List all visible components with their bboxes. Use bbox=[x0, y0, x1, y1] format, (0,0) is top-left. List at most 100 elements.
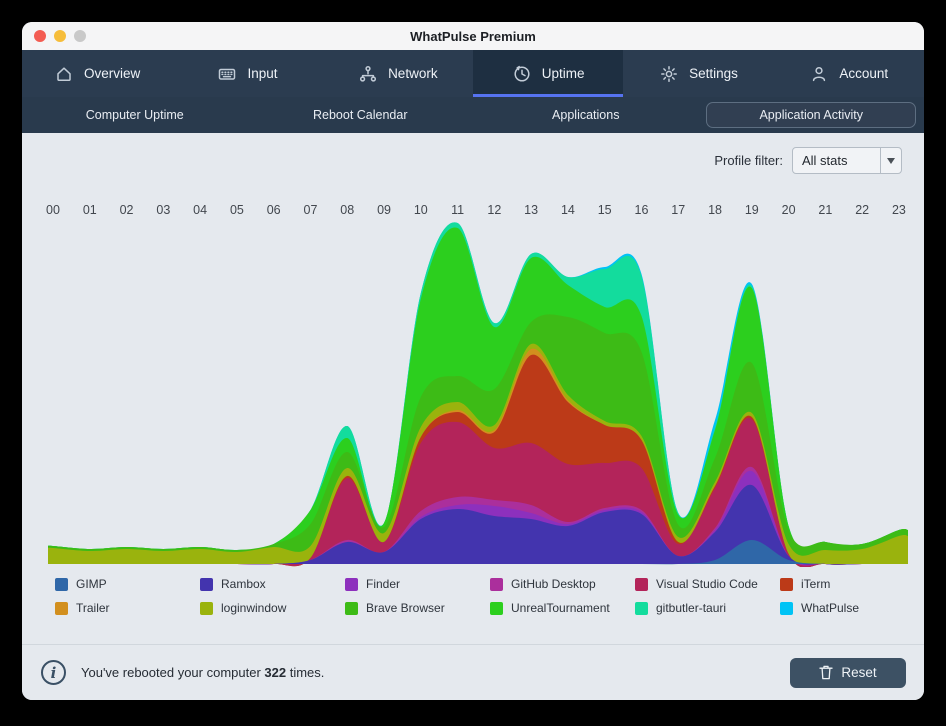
legend-item-brave-browser[interactable]: Brave Browser bbox=[345, 599, 490, 617]
chevron-down-icon bbox=[887, 157, 895, 164]
legend-item-whatpulse[interactable]: WhatPulse bbox=[780, 599, 924, 617]
subnav-item-label: Computer Uptime bbox=[85, 108, 184, 122]
subnav-item-applications[interactable]: Applications bbox=[473, 97, 699, 133]
zoom-button[interactable] bbox=[74, 30, 86, 42]
profile-filter-label: Profile filter: bbox=[714, 153, 783, 168]
legend-swatch bbox=[490, 601, 503, 615]
tab-network[interactable]: Network bbox=[323, 50, 473, 97]
legend-label: Rambox bbox=[221, 577, 266, 591]
legend-swatch bbox=[780, 601, 793, 615]
x-axis-label: 11 bbox=[451, 203, 465, 217]
x-axis-label: 02 bbox=[119, 203, 134, 217]
x-axis-label: 21 bbox=[818, 203, 833, 217]
legend-label: GitHub Desktop bbox=[511, 577, 596, 591]
network-icon bbox=[358, 64, 378, 84]
x-axis-label: 23 bbox=[891, 203, 906, 217]
reboot-count: 322 bbox=[264, 665, 287, 680]
x-axis-label: 04 bbox=[193, 203, 208, 217]
svg-text:i: i bbox=[51, 664, 57, 682]
legend-swatch bbox=[345, 601, 358, 615]
trash-icon bbox=[819, 665, 834, 680]
x-axis-label: 01 bbox=[82, 203, 97, 217]
x-axis-label: 13 bbox=[524, 203, 539, 217]
x-axis-label: 22 bbox=[855, 203, 870, 217]
minimize-button[interactable] bbox=[54, 30, 66, 42]
legend-label: Visual Studio Code bbox=[656, 577, 758, 591]
legend-swatch bbox=[345, 577, 358, 591]
legend-item-gimp[interactable]: GIMP bbox=[55, 575, 200, 593]
subnav-item-label: Application Activity bbox=[706, 102, 917, 128]
legend-label: iTerm bbox=[801, 577, 831, 591]
x-axis-label: 18 bbox=[708, 203, 722, 217]
tab-label: Network bbox=[388, 66, 438, 81]
subnav-item-label: Reboot Calendar bbox=[312, 108, 408, 122]
select-caret-box[interactable] bbox=[880, 148, 901, 173]
chart-area-visual-studio-code bbox=[48, 417, 908, 567]
tab-label: Uptime bbox=[541, 66, 585, 81]
legend-item-loginwindow[interactable]: loginwindow bbox=[200, 599, 345, 617]
legend-label: gitbutler-tauri bbox=[656, 601, 727, 615]
tab-input[interactable]: Input bbox=[172, 50, 322, 97]
legend-label: Trailer bbox=[76, 601, 110, 615]
legend-item-visual-studio-code[interactable]: Visual Studio Code bbox=[635, 575, 780, 593]
legend-item-iterm[interactable]: iTerm bbox=[780, 575, 924, 593]
legend-label: Finder bbox=[366, 577, 401, 591]
profile-filter-select[interactable]: All stats bbox=[792, 147, 902, 174]
x-axis-label: 08 bbox=[340, 203, 355, 217]
chart-area-rambox bbox=[48, 484, 908, 565]
person-icon bbox=[809, 64, 829, 84]
footer-bar: i You've rebooted your computer 322 time… bbox=[22, 644, 924, 700]
tab-label: Settings bbox=[689, 66, 738, 81]
legend-label: Brave Browser bbox=[366, 601, 445, 615]
legend-label: loginwindow bbox=[221, 601, 287, 615]
x-axis-label: 10 bbox=[413, 203, 428, 217]
legend-item-gitbutler-tauri[interactable]: gitbutler-tauri bbox=[635, 599, 780, 617]
x-axis-label: 03 bbox=[156, 203, 171, 217]
legend-swatch bbox=[55, 577, 68, 591]
subnav-item-label: Applications bbox=[552, 108, 620, 122]
subnav-item-application-activity[interactable]: Application Activity bbox=[699, 97, 925, 133]
legend-swatch bbox=[635, 601, 648, 615]
x-axis-label: 06 bbox=[266, 203, 281, 217]
reset-button[interactable]: Reset bbox=[790, 657, 906, 688]
legend-swatch bbox=[490, 577, 503, 591]
close-button[interactable] bbox=[34, 30, 46, 42]
legend-label: WhatPulse bbox=[801, 601, 860, 615]
legend-swatch bbox=[200, 601, 213, 615]
nav-tabs: Overview Input Network Uptime Settings Accoun… bbox=[22, 50, 924, 97]
x-axis-label: 09 bbox=[377, 203, 391, 217]
tab-label: Input bbox=[247, 66, 278, 81]
legend-item-rambox[interactable]: Rambox bbox=[200, 575, 345, 593]
x-axis-label: 16 bbox=[634, 203, 649, 217]
keyboard-icon bbox=[217, 64, 237, 84]
legend-swatch bbox=[55, 601, 68, 615]
legend-swatch bbox=[780, 577, 793, 591]
x-axis-label: 12 bbox=[487, 203, 502, 217]
legend-label: GIMP bbox=[76, 577, 107, 591]
legend-item-unrealtournament[interactable]: UnrealTournament bbox=[490, 599, 635, 617]
subnav-item-reboot-calendar[interactable]: Reboot Calendar bbox=[248, 97, 474, 133]
legend-swatch bbox=[200, 577, 213, 591]
tab-account[interactable]: Account bbox=[774, 50, 924, 97]
clock-icon bbox=[512, 64, 532, 84]
legend-item-finder[interactable]: Finder bbox=[345, 575, 490, 593]
gear-icon bbox=[659, 64, 679, 84]
stacked-area-chart bbox=[48, 222, 908, 567]
x-axis-label: 17 bbox=[671, 203, 686, 217]
titlebar: WhatPulse Premium bbox=[22, 22, 924, 50]
chart-area-gimp bbox=[48, 540, 908, 565]
legend-item-github-desktop[interactable]: GitHub Desktop bbox=[490, 575, 635, 593]
profile-filter-row: Profile filter: All stats bbox=[714, 147, 902, 174]
traffic-lights bbox=[34, 22, 86, 50]
tab-uptime[interactable]: Uptime bbox=[472, 50, 624, 97]
content-area: Profile filter: All stats 00 01 02 03 04 05 06… bbox=[22, 133, 924, 644]
legend-item-trailer[interactable]: Trailer bbox=[55, 599, 200, 617]
window-title: WhatPulse Premium bbox=[410, 28, 536, 44]
chart-legend: GIMP Rambox Finder GitHub Desktop Visual Stu… bbox=[55, 575, 924, 617]
home-icon bbox=[54, 64, 74, 84]
x-axis-label: 19 bbox=[744, 203, 759, 217]
subnav-item-computer-uptime[interactable]: Computer Uptime bbox=[22, 97, 248, 133]
legend-swatch bbox=[635, 577, 648, 591]
tab-settings[interactable]: Settings bbox=[623, 50, 773, 97]
tab-overview[interactable]: Overview bbox=[22, 50, 172, 97]
